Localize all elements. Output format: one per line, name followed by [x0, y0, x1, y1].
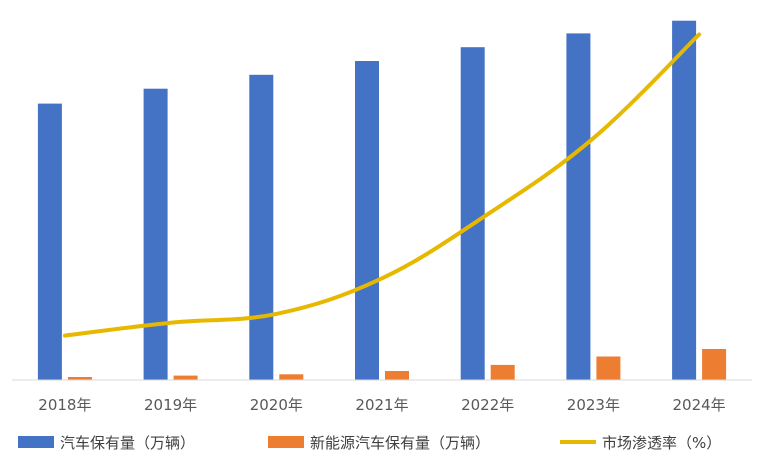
legend-swatch-1 — [268, 436, 304, 448]
x-tick-label-2: 2020年 — [250, 396, 303, 414]
bar-vehicle-stock-3 — [355, 61, 379, 380]
bar-vehicle-stock-5 — [566, 33, 591, 381]
bar-nev-stock-4 — [490, 364, 515, 380]
x-tick-label-5: 2023年 — [567, 396, 620, 414]
bar-nev-stock-6 — [702, 349, 727, 380]
bar-nev-stock-5 — [596, 356, 621, 380]
legend: 汽车保有量（万辆） 新能源汽车保有量（万辆） 市场渗透率（%） — [18, 434, 721, 452]
bar-vehicle-stock-0 — [37, 103, 62, 380]
legend-label-2: 市场渗透率（%） — [602, 434, 721, 452]
x-tick-label-4: 2022年 — [461, 396, 514, 414]
bars-layer — [37, 20, 727, 381]
bar-vehicle-stock-6 — [672, 20, 697, 380]
x-tick-label-0: 2018年 — [38, 396, 91, 414]
bar-nev-stock-3 — [385, 371, 409, 380]
bar-vehicle-stock-2 — [249, 74, 274, 381]
x-tick-label-3: 2021年 — [355, 396, 408, 414]
x-tick-label-6: 2024年 — [673, 396, 726, 414]
bar-nev-stock-2 — [279, 374, 304, 380]
bar-nev-stock-1 — [173, 375, 198, 380]
line-penetration-rate — [62, 32, 702, 338]
x-tick-label-1: 2019年 — [144, 396, 197, 414]
line-layer — [62, 32, 702, 338]
bar-nev-stock-0 — [67, 377, 92, 380]
legend-swatch-0 — [18, 436, 54, 448]
x-axis-ticks: 2018年 2019年 2020年 2021年 2022年 2023年 2024年 — [38, 396, 725, 414]
bar-vehicle-stock-1 — [143, 88, 168, 380]
legend-label-0: 汽车保有量（万辆） — [60, 434, 195, 452]
bar-vehicle-stock-4 — [460, 47, 485, 380]
legend-label-1: 新能源汽车保有量（万辆） — [310, 434, 490, 452]
